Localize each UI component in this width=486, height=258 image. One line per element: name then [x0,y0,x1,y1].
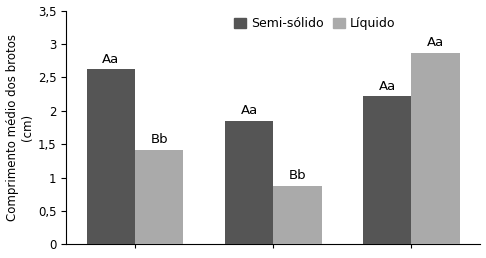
Text: Bb: Bb [289,169,306,182]
Text: Aa: Aa [427,36,444,49]
Bar [363,96,411,244]
Bar [273,186,322,244]
Bar [411,53,460,244]
Legend: Semi-sólido, Líquido: Semi-sólido, Líquido [229,12,400,35]
Bar [135,150,184,244]
Text: Bb: Bb [151,133,168,146]
Bar [87,69,135,244]
Text: Aa: Aa [241,104,258,117]
Text: Aa: Aa [379,80,396,93]
Bar [225,121,273,244]
Text: Aa: Aa [103,53,120,66]
Y-axis label: Comprimento médio dos brotos
(cm): Comprimento médio dos brotos (cm) [5,34,34,221]
